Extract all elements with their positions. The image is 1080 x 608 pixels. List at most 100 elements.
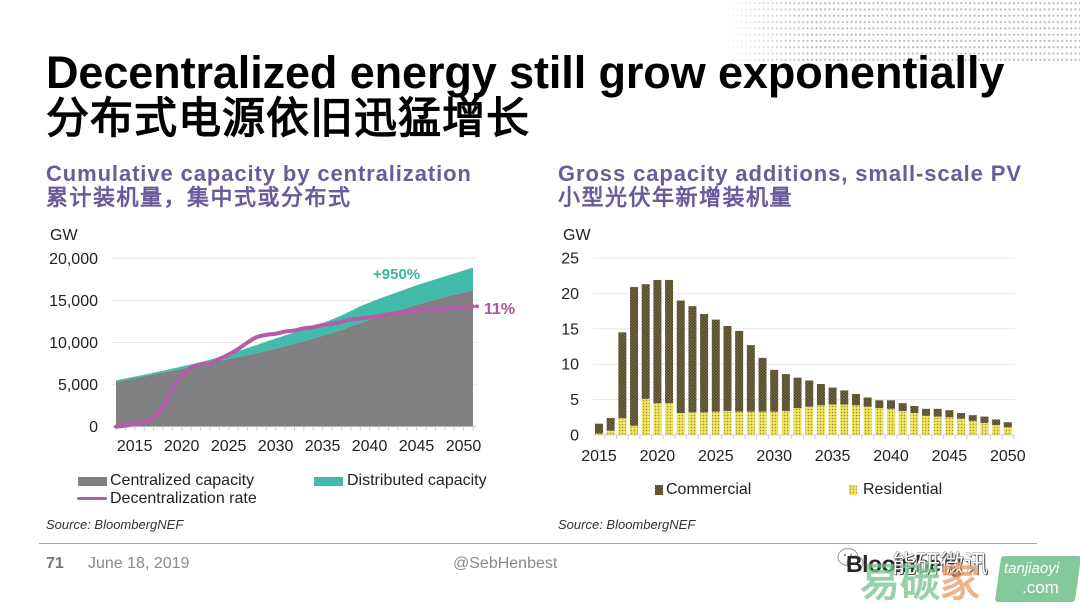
y-tick-label: 15: [561, 321, 579, 338]
bar-residential: [770, 411, 779, 435]
y-tick-label: 10,000: [49, 335, 98, 352]
bar-commercial: [910, 405, 919, 414]
x-tick-label: 2040: [873, 448, 909, 465]
bar-residential: [851, 405, 860, 435]
y-tick-label: 5: [570, 392, 579, 409]
bar-commercial: [945, 410, 954, 418]
bar-commercial: [887, 400, 895, 409]
right-chart-unit-label: GW: [563, 227, 591, 244]
left-chart-unit-label: GW: [50, 227, 78, 244]
bar-residential: [618, 418, 627, 435]
right-chart-title: Gross capacity additions, small-scale PV: [558, 161, 1022, 186]
bar-commercial: [595, 423, 603, 434]
bar-residential: [595, 433, 603, 435]
decentralization-rate-end-marker: [475, 304, 479, 309]
bar-commercial: [653, 279, 662, 404]
bar-residential: [723, 410, 732, 435]
annotation-distributed-growth: +950%: [373, 266, 420, 283]
bar-commercial: [606, 418, 615, 431]
x-tick-label: 2040: [352, 438, 388, 455]
bar-commercial: [746, 345, 755, 412]
bar-commercial: [805, 380, 814, 407]
x-tick-label: 2020: [640, 448, 676, 465]
bar-commercial: [793, 377, 802, 409]
bar-commercial: [863, 397, 872, 407]
bar-residential: [746, 411, 755, 435]
left-chart-title: Cumulative capacity by centralization: [46, 161, 472, 186]
author-handle: @SebHenbest: [453, 555, 558, 572]
y-tick-label: 10: [561, 357, 579, 374]
bar-residential: [957, 418, 966, 435]
x-tick-label: 2030: [258, 438, 294, 455]
legend-swatch-residential: [849, 485, 857, 495]
bar-residential: [898, 410, 907, 435]
bar-residential: [758, 411, 767, 435]
bar-commercial: [840, 390, 849, 405]
legend-label-commercial: Commercial: [666, 481, 752, 498]
watermark-site-name-part1: 易碳: [860, 561, 940, 605]
bar-commercial: [711, 319, 720, 412]
y-tick-label: 0: [570, 428, 579, 445]
legend-swatch-centralized: [78, 477, 107, 486]
x-tick-label: 2045: [399, 438, 435, 455]
bar-commercial: [957, 413, 966, 419]
bar-residential: [606, 430, 615, 435]
left-chart-subtitle: 累计装机量，集中式或分布式: [46, 185, 352, 210]
watermark-site-name: 易碳家: [860, 562, 980, 604]
page-number: 71: [46, 555, 64, 572]
bar-residential: [630, 425, 639, 435]
bar-residential: [828, 404, 837, 435]
y-tick-label: 15,000: [49, 293, 98, 310]
x-tick-label: 2050: [990, 448, 1026, 465]
x-tick-label: 2035: [305, 438, 341, 455]
bar-commercial: [851, 393, 860, 406]
slide-title: Decentralized energy still grow exponent…: [46, 47, 1005, 98]
bar-residential: [676, 413, 685, 435]
x-tick-label: 2025: [211, 438, 247, 455]
x-tick-label: 2035: [815, 448, 851, 465]
x-tick-label: 2030: [756, 448, 792, 465]
bar-residential: [992, 425, 1001, 435]
bar-residential: [653, 403, 662, 435]
bar-residential: [711, 411, 720, 435]
bar-residential: [887, 408, 895, 435]
bar-commercial: [898, 403, 907, 411]
bar-commercial: [781, 374, 790, 411]
x-tick-label: 2050: [446, 438, 482, 455]
x-tick-label: 2045: [932, 448, 968, 465]
bar-residential: [922, 415, 931, 435]
bar-residential: [665, 403, 674, 435]
y-tick-label: 20: [561, 286, 579, 303]
x-tick-label: 2020: [164, 438, 200, 455]
bar-residential: [945, 417, 954, 435]
bar-residential: [933, 416, 942, 435]
bar-residential: [735, 411, 744, 435]
bar-commercial: [630, 287, 639, 426]
bar-commercial: [828, 387, 837, 405]
legend-label-centralized: Centralized capacity: [110, 472, 255, 489]
annotation-decentralization-rate: 11%: [484, 301, 515, 318]
legend-swatch-distributed: [314, 477, 343, 486]
bar-commercial: [641, 284, 650, 399]
x-tick-label: 2015: [581, 448, 617, 465]
right-chart-subtitle: 小型光伏年新增装机量: [558, 185, 794, 210]
y-tick-label: 20,000: [49, 251, 98, 268]
x-tick-label: 2015: [117, 438, 153, 455]
bar-commercial: [770, 369, 779, 412]
decentralization-rate-line: [114, 304, 475, 429]
bar-commercial: [875, 400, 884, 409]
legend-swatch-decentralization-rate: [77, 497, 107, 500]
left-chart-source: Source: BloombergNEF: [46, 517, 184, 532]
wechat-icon: [837, 548, 864, 571]
bar-residential: [688, 412, 697, 435]
bar-commercial: [968, 415, 977, 421]
y-tick-label: 25: [561, 251, 579, 268]
bar-residential: [1003, 427, 1012, 435]
bar-residential: [700, 412, 709, 435]
watermark-account-name: 能研微讯: [892, 551, 988, 578]
bar-residential: [968, 420, 977, 435]
bar-commercial: [688, 306, 697, 413]
bar-residential: [875, 408, 884, 435]
